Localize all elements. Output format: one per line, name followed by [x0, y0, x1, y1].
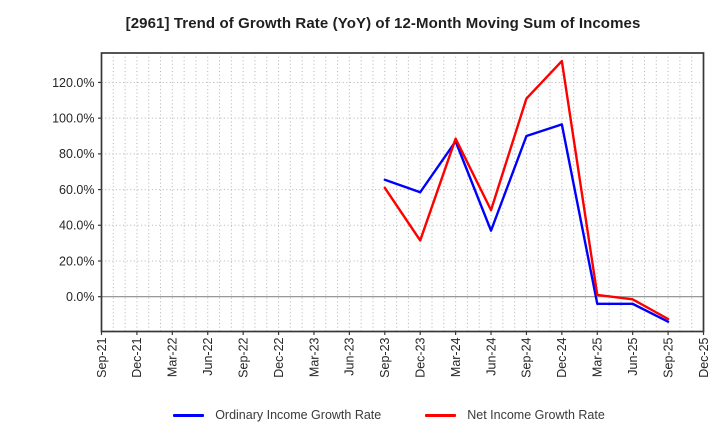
svg-text:40.0%: 40.0% — [59, 219, 94, 233]
svg-text:Dec-21: Dec-21 — [130, 337, 144, 377]
svg-text:Jun-22: Jun-22 — [201, 337, 215, 375]
svg-text:Sep-23: Sep-23 — [378, 337, 392, 377]
chart-legend: Ordinary Income Growth Rate Net Income G… — [0, 404, 720, 426]
svg-text:Dec-24: Dec-24 — [555, 337, 569, 377]
svg-text:Dec-23: Dec-23 — [414, 337, 428, 377]
svg-text:Dec-22: Dec-22 — [272, 337, 286, 377]
svg-text:120.0%: 120.0% — [52, 76, 94, 90]
svg-text:Sep-22: Sep-22 — [236, 337, 250, 377]
svg-text:100.0%: 100.0% — [52, 111, 94, 125]
svg-text:Jun-24: Jun-24 — [484, 337, 498, 375]
ordinary-income-line-swatch-icon — [173, 413, 205, 417]
svg-text:Jun-23: Jun-23 — [343, 337, 357, 375]
svg-text:Mar-24: Mar-24 — [449, 337, 463, 377]
svg-text:Dec-25: Dec-25 — [697, 337, 711, 377]
svg-text:20.0%: 20.0% — [59, 254, 94, 268]
net-income-line-swatch-icon — [425, 413, 457, 417]
svg-text:Sep-25: Sep-25 — [661, 337, 675, 377]
svg-text:0.0%: 0.0% — [66, 290, 95, 304]
svg-text:60.0%: 60.0% — [59, 183, 94, 197]
svg-text:Mar-23: Mar-23 — [307, 337, 321, 377]
legend-item-ordinary-income: Ordinary Income Growth Rate — [173, 408, 381, 422]
legend-label-ordinary-income: Ordinary Income Growth Rate — [215, 408, 382, 422]
svg-text:Jun-25: Jun-25 — [626, 337, 640, 375]
legend-item-net-income: Net Income Growth Rate — [425, 408, 605, 422]
svg-text:80.0%: 80.0% — [59, 147, 94, 161]
svg-text:Mar-22: Mar-22 — [166, 337, 180, 377]
svg-text:Sep-21: Sep-21 — [95, 337, 109, 377]
chart-title: [2961] Trend of Growth Rate (YoY) of 12-… — [125, 15, 641, 32]
legend-label-net-income: Net Income Growth Rate — [467, 408, 605, 422]
svg-text:Sep-24: Sep-24 — [520, 337, 534, 377]
svg-text:Mar-25: Mar-25 — [591, 337, 605, 377]
